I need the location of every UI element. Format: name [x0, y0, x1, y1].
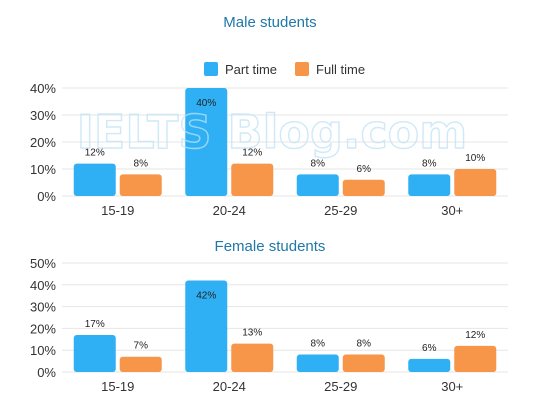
female-bar-full-time: [119, 356, 162, 372]
male-data-label: 8%: [134, 158, 149, 169]
male-data-label: 8%: [311, 158, 326, 169]
female-category-label: 25-29: [324, 379, 357, 394]
female-bar-part-time: [185, 280, 228, 372]
legend-label-full-time: Full time: [316, 62, 365, 77]
male-category-label: 15-19: [101, 203, 134, 218]
watermark-text: IELTS Blog.com: [77, 105, 467, 159]
male-chart-title: Male students: [223, 14, 316, 31]
male-data-label: 10%: [465, 153, 485, 164]
female-category-label: 20-24: [213, 379, 246, 394]
female-data-label: 8%: [357, 339, 372, 350]
female-y-tick-label: 50%: [30, 256, 56, 271]
female-y-tick-label: 30%: [30, 300, 56, 315]
female-y-tick-label: 10%: [30, 343, 56, 358]
female-bar-part-time: [73, 334, 116, 372]
male-y-tick-label: 30%: [30, 108, 56, 123]
female-category-label: 30+: [441, 379, 463, 394]
male-category-label: 30+: [441, 203, 463, 218]
female-data-label: 7%: [134, 341, 149, 352]
male-bar-part-time: [296, 174, 339, 196]
female-y-tick-label: 40%: [30, 278, 56, 293]
female-data-label: 12%: [465, 330, 485, 341]
male-data-label: 12%: [85, 148, 105, 159]
female-data-label: 8%: [311, 339, 326, 350]
male-bar-full-time: [342, 179, 385, 196]
female-bar-full-time: [342, 354, 385, 372]
female-bar-full-time: [231, 343, 274, 372]
female-category-label: 15-19: [101, 379, 134, 394]
female-data-label: 6%: [422, 343, 437, 354]
legend: Part time Full time: [204, 62, 365, 77]
male-data-label: 6%: [357, 164, 372, 175]
female-data-label: 13%: [242, 328, 262, 339]
male-bar-part-time: [185, 88, 228, 196]
legend-swatch-part-time: [204, 62, 218, 76]
male-bar-part-time: [408, 174, 451, 196]
male-category-label: 20-24: [213, 203, 246, 218]
legend-label-part-time: Part time: [225, 62, 277, 77]
male-data-label: 12%: [242, 148, 262, 159]
male-y-tick-label: 0%: [37, 189, 56, 204]
male-y-tick-label: 10%: [30, 162, 56, 177]
legend-swatch-full-time: [295, 62, 309, 76]
female-students-chart: 0% 10% 20% 30% 40% 50% 17% 7% 15-19 42% 13% 20-24 8%…: [30, 256, 508, 394]
female-y-tick-label: 0%: [37, 365, 56, 380]
male-students-chart: 0% 10% 20% 30% 40% 12% 8% 15-19 40% 12% 20-24 8% 6% 2…: [30, 81, 508, 218]
male-category-label: 25-29: [324, 203, 357, 218]
female-data-label: 17%: [85, 319, 105, 330]
male-data-label: 8%: [422, 158, 437, 169]
female-data-label: 42%: [196, 290, 216, 301]
female-chart-title: Female students: [215, 238, 326, 255]
male-data-label: 40%: [196, 98, 216, 109]
male-bar-full-time: [119, 174, 162, 196]
female-bar-full-time: [454, 345, 497, 372]
male-bar-part-time: [73, 163, 116, 196]
male-y-tick-label: 20%: [30, 135, 56, 150]
female-y-tick-label: 20%: [30, 321, 56, 336]
female-bar-part-time: [296, 354, 339, 372]
male-bar-full-time: [454, 169, 497, 196]
male-y-tick-label: 40%: [30, 81, 56, 96]
female-bar-part-time: [408, 358, 451, 372]
male-bar-full-time: [231, 163, 274, 196]
